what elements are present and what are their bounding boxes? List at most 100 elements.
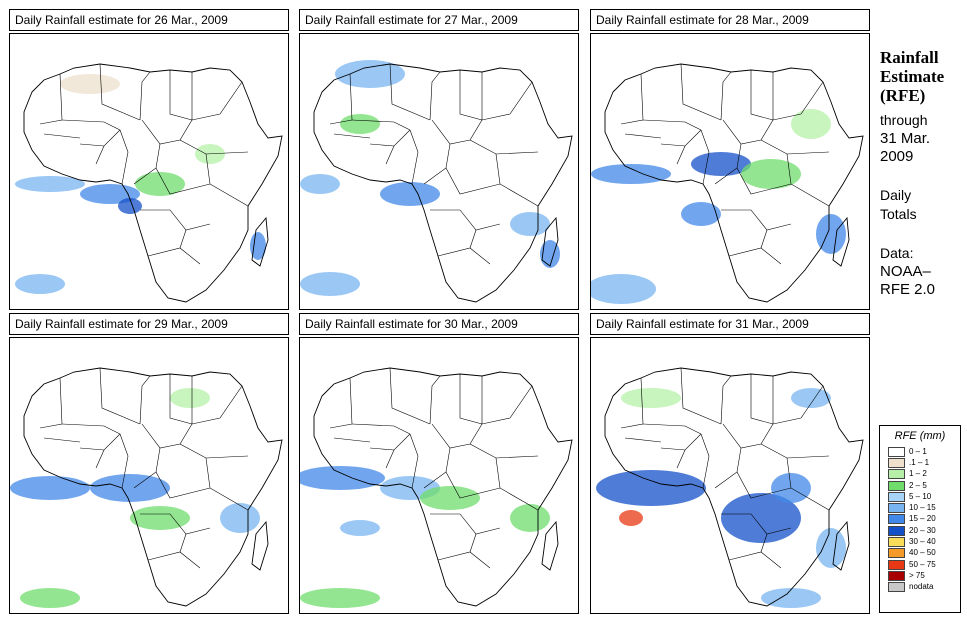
country-border [79,433,121,451]
legend-swatch [888,446,905,457]
legend-label: > 75 [909,570,925,580]
country-border [445,167,501,195]
country-border [95,449,105,469]
legend-label: 15 – 20 [909,514,936,524]
country-border [119,433,129,489]
country-border [191,385,243,425]
country-border [700,433,710,489]
map-panel-30: Daily Rainfall estimate for 30 Mar., 200… [299,313,579,614]
through-date-1: 31 Mar. [880,130,931,147]
country-border [333,133,371,139]
country-border [179,533,187,553]
rainfall-area [619,510,643,526]
rainfall-area [335,60,405,88]
africa-coastline [604,367,864,607]
rainfall-area [60,74,120,94]
country-border [624,133,662,139]
rainfall-area [420,486,480,510]
legend-item: 40 – 50 [888,548,956,559]
rainfall-map [590,33,870,310]
country-border [721,513,792,535]
country-border [736,471,792,499]
rainfall-area [135,172,185,196]
legend-item: 0 – 1 [888,446,956,457]
rainfall-map [299,337,579,614]
country-border [680,367,722,425]
country-border [147,247,201,265]
country-border [459,70,483,121]
country-border [140,209,211,231]
country-border [720,71,732,121]
rainfall-map [590,337,870,614]
data-label: Data: [880,245,914,261]
country-border [760,533,768,553]
country-border [720,375,732,425]
legend-swatch [888,525,905,536]
country-border [139,71,151,121]
legend-item: 50 – 75 [888,559,956,570]
country-border [140,513,211,535]
country-border [728,551,782,569]
country-border [79,129,121,147]
country-border [385,449,395,469]
legend-label: 2 – 5 [909,480,927,490]
country-border [191,81,243,121]
country-border [481,385,533,425]
rainfall-area [816,214,846,254]
rainfall-area [170,388,210,408]
country-border [431,423,483,449]
africa-map-svg [300,60,573,303]
rainfall-area [20,588,80,608]
country-border [99,367,141,425]
country-border [750,70,774,121]
legend-item: 10 – 15 [888,502,956,514]
rainfall-area [621,388,681,408]
sidebar-title-3: (RFE) [880,86,926,105]
country-border [139,375,151,425]
rainfall-area [340,114,380,134]
country-border [61,423,121,435]
rainfall-area [791,388,831,408]
country-border [61,119,121,131]
rainfall-area [300,272,360,296]
country-border [642,119,702,131]
legend-label: nodata [909,582,934,592]
panel-title: Daily Rainfall estimate for 30 Mar., 200… [299,313,579,335]
data-source-1: NOAA– [880,263,931,280]
country-border [660,433,702,451]
country-border [700,129,710,185]
panel-title: Daily Rainfall estimate for 28 Mar., 200… [590,9,870,31]
country-border [750,374,774,425]
rainfall-area [340,520,380,536]
legend-item: 15 – 20 [888,514,956,525]
country-border [459,374,483,425]
legend-label: 50 – 75 [909,559,936,569]
rainfall-map [9,337,289,614]
rainfall-area [380,182,440,206]
country-border [147,551,201,569]
country-border [469,229,477,249]
legend-item: nodata [888,582,956,593]
legend-swatch [888,537,905,548]
country-border [119,129,129,185]
africa-coastline [313,63,573,303]
country-border [722,119,774,145]
country-border [430,209,501,231]
madagascar-outline [832,216,850,267]
country-border [389,63,431,121]
country-border [624,437,662,443]
country-border [676,145,686,165]
country-border [642,423,702,435]
map-panel-26: Daily Rainfall estimate for 26 Mar., 200… [9,9,289,310]
rainfall-area [250,232,266,260]
country-border [660,129,702,147]
rainfall-area [300,588,380,608]
madagascar-outline [251,216,269,267]
africa-coastline [23,63,283,303]
rainfall-area [300,174,340,194]
country-border [445,471,501,499]
country-border [169,374,193,425]
country-border [43,437,81,443]
africa-coastline [23,367,283,607]
